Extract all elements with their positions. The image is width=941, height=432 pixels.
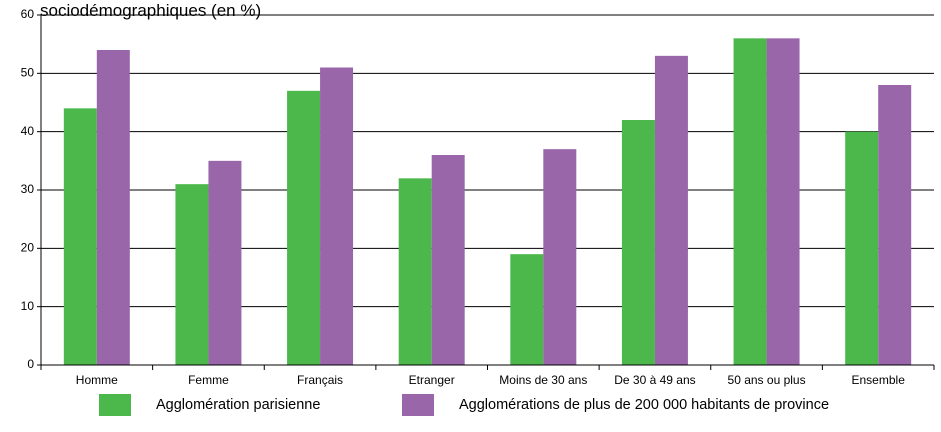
bar-agglomerations-province: [208, 160, 242, 365]
gridlines: [41, 14, 934, 308]
bar-agglomerations-province: [766, 38, 800, 365]
axes: 0 10 20 30 40 50 60 Homme Femme Français Etranger M…: [21, 7, 935, 387]
bar-agglomerations-province: [431, 155, 465, 365]
legend: Agglomération parisienne Agglomérations d…: [99, 394, 829, 416]
bar-agglomeration-parisienne: [510, 254, 544, 365]
bar-agglomerations-province: [878, 85, 912, 365]
y-tick-label: 30: [21, 182, 35, 196]
x-category-label: Etranger: [409, 373, 455, 387]
bar-agglomerations-province: [654, 55, 688, 365]
bar-agglomeration-parisienne: [398, 178, 432, 365]
bar-agglomeration-parisienne: [733, 38, 767, 365]
bar-agglomerations-province: [320, 67, 354, 365]
bars: [63, 38, 912, 365]
x-category-label: Moins de 30 ans: [499, 373, 587, 387]
y-tick-label: 0: [27, 357, 34, 371]
x-category-label: De 30 à 49 ans: [614, 373, 695, 387]
x-category-label: Femme: [188, 373, 229, 387]
bar-agglomeration-parisienne: [63, 108, 97, 365]
chart-title: sociodémographiques (en %): [40, 1, 261, 20]
legend-swatch: [99, 394, 131, 416]
bar-agglomerations-province: [96, 50, 130, 365]
x-category-label: Ensemble: [852, 373, 906, 387]
x-category-label: Français: [297, 373, 343, 387]
bar-agglomerations-province: [543, 149, 577, 365]
y-tick-label: 40: [21, 124, 35, 138]
y-tick-label: 50: [21, 66, 35, 80]
x-category-label: 50 ans ou plus: [728, 373, 806, 387]
bar-agglomeration-parisienne: [621, 120, 655, 365]
legend-label: Agglomération parisienne: [156, 397, 320, 413]
bar-agglomeration-parisienne: [287, 90, 321, 365]
legend-swatch: [402, 394, 434, 416]
y-tick-label: 20: [21, 241, 35, 255]
y-tick-label: 60: [21, 7, 35, 21]
y-tick-label: 10: [21, 299, 35, 313]
x-category-label: Homme: [76, 373, 118, 387]
bar-agglomeration-parisienne: [845, 131, 879, 365]
bar-agglomeration-parisienne: [175, 184, 209, 365]
legend-label: Agglomérations de plus de 200 000 habita…: [459, 397, 829, 413]
